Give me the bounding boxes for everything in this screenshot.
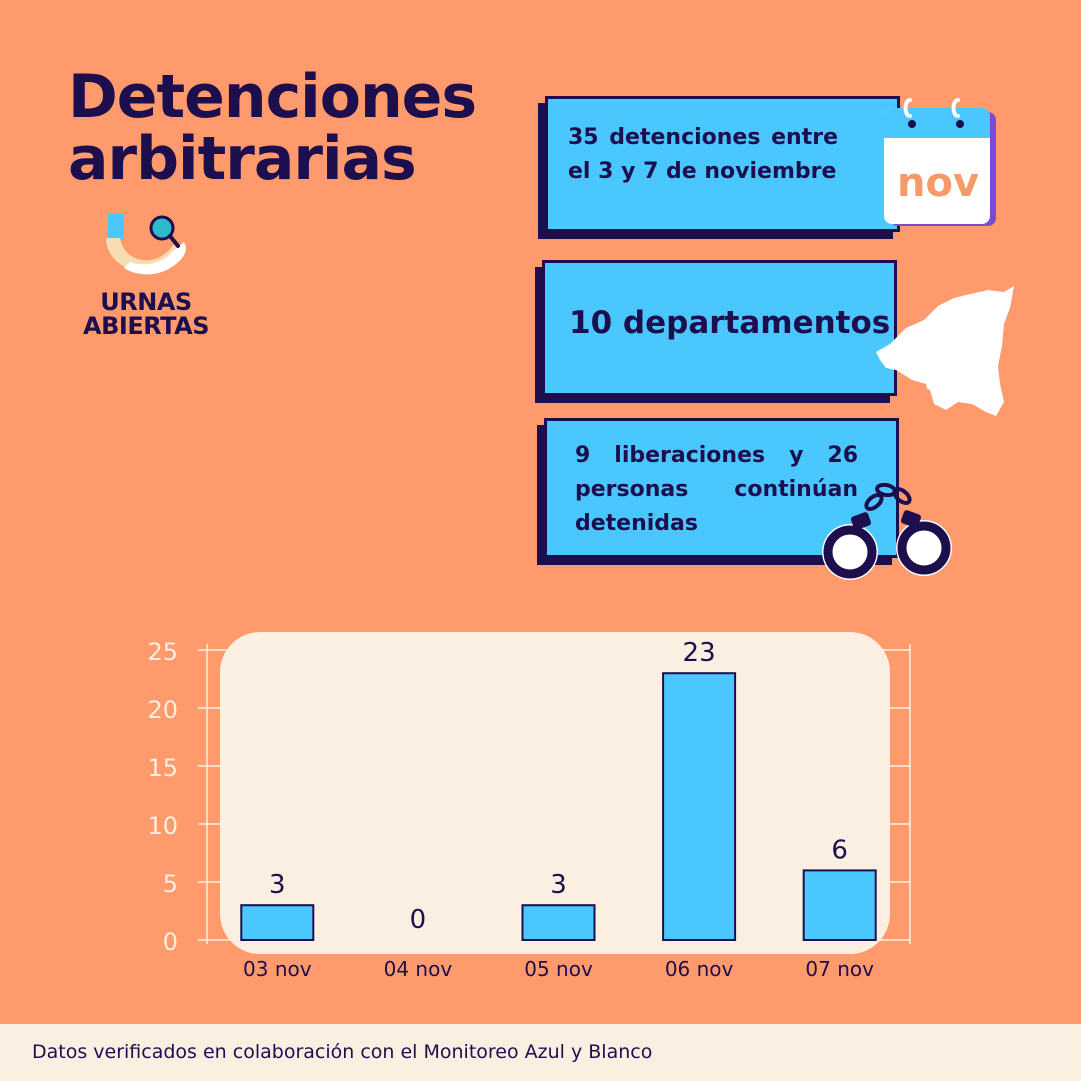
page-title: Detenciones arbitrarias: [68, 62, 477, 194]
footer-text: Datos verificados en colaboración con el…: [32, 1041, 653, 1063]
x-tick-label: 03 nov: [243, 957, 312, 981]
data-label: 23: [683, 638, 716, 668]
nicaragua-map-icon: [872, 284, 1018, 430]
calendar-month-label: nov: [897, 160, 979, 206]
bar: [521, 904, 596, 942]
x-tick-label: 05 nov: [524, 957, 593, 981]
bar: [802, 869, 877, 942]
data-label: 6: [831, 835, 848, 865]
ballot-hand-icon: [106, 214, 186, 275]
bar: [662, 672, 737, 941]
y-tick-label: 10: [147, 812, 178, 840]
stat-card-departments: 10 departamentos: [542, 260, 897, 396]
chart-panel: [220, 632, 890, 954]
handcuffs-icon: [814, 474, 956, 590]
y-tick-label: 20: [147, 696, 178, 724]
y-tick-label: 25: [147, 638, 178, 666]
calendar-icon: nov: [882, 96, 1000, 230]
data-label: 3: [269, 870, 286, 900]
logo-text: URNAS ABIERTAS: [66, 290, 226, 338]
x-tick-label: 07 nov: [805, 957, 874, 981]
title-line-1: Detenciones: [68, 62, 477, 132]
stat-card-text: 35 detenciones entre el 3 y 7 de noviemb…: [568, 125, 838, 184]
stat-card-text: 10 departamentos: [569, 305, 891, 341]
stat-card-detentions: 35 detenciones entre el 3 y 7 de noviemb…: [545, 96, 900, 232]
y-tick-label: 0: [163, 928, 178, 956]
logo-text-line-1: URNAS: [100, 288, 192, 316]
data-label: 0: [410, 905, 427, 935]
logo-text-line-2: ABIERTAS: [83, 312, 209, 340]
data-label: 3: [550, 870, 567, 900]
y-tick-label: 15: [147, 754, 178, 782]
footer: Datos verificados en colaboración con el…: [0, 1024, 1081, 1081]
x-tick-label: 04 nov: [384, 957, 453, 981]
x-tick-label: 06 nov: [665, 957, 734, 981]
urnas-abiertas-logo: URNAS ABIERTAS: [66, 208, 236, 348]
y-tick-label: 5: [163, 870, 178, 898]
title-line-2: arbitrarias: [68, 124, 417, 194]
stat-card-text: 9 liberaciones y 26 personas continúan d…: [575, 443, 858, 536]
bar: [240, 904, 315, 942]
